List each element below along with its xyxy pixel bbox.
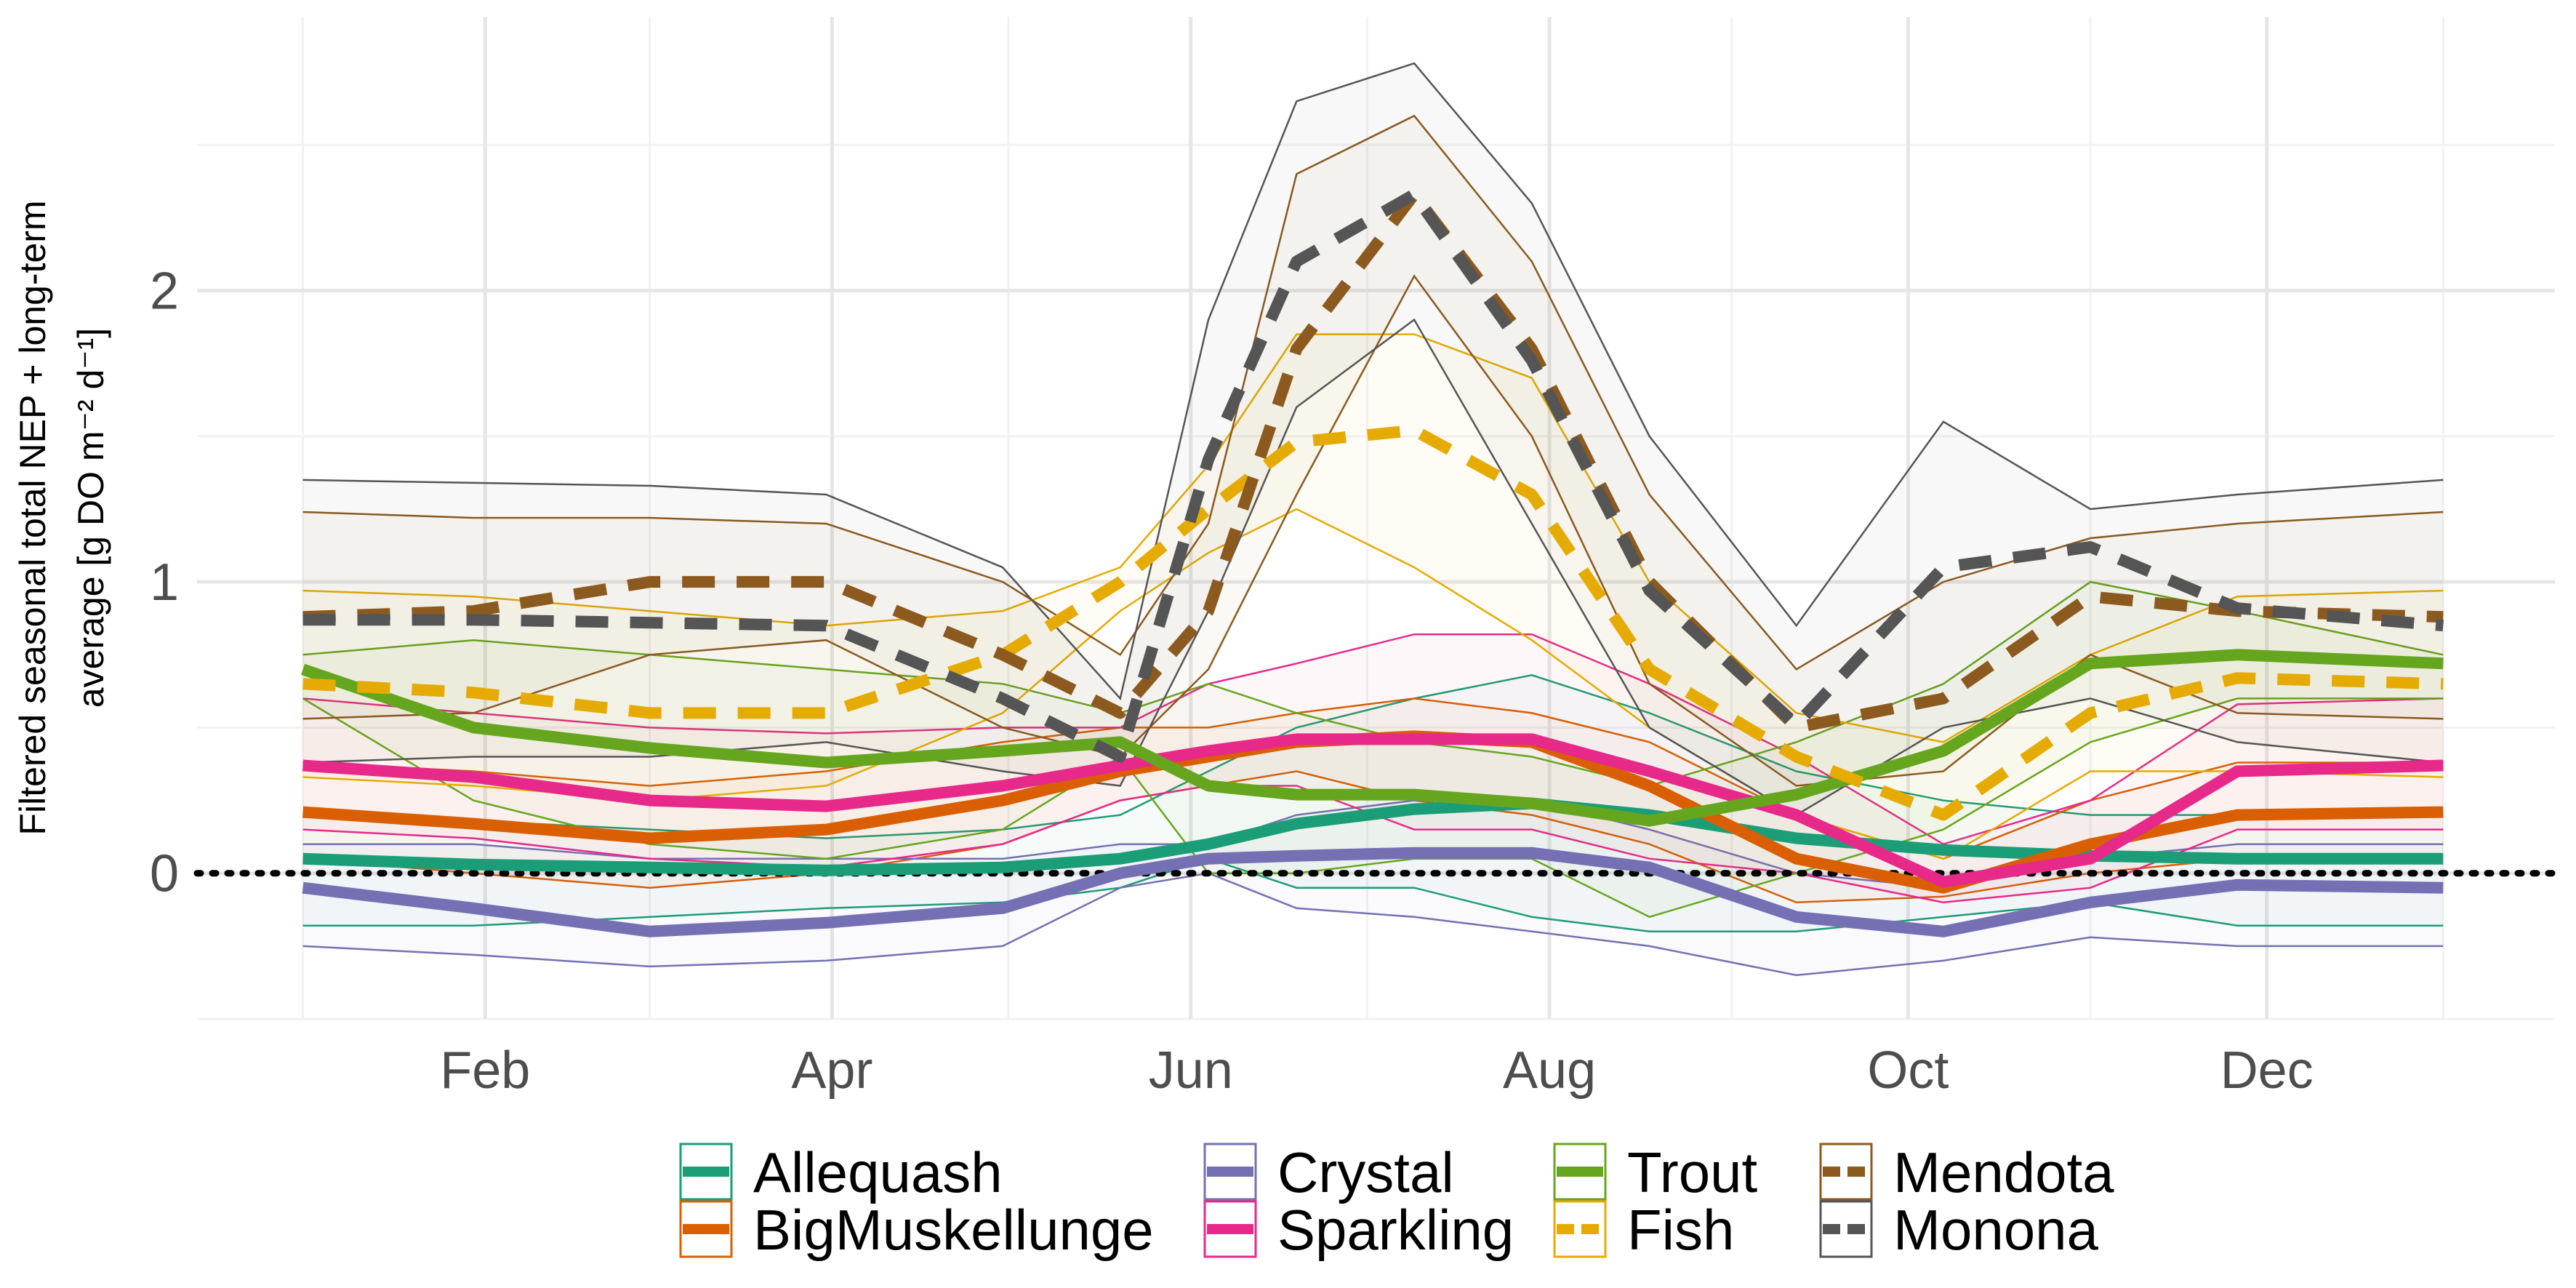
ribbon (302, 63, 2444, 815)
legend-label: Fish (1627, 1198, 1734, 1262)
ribbon-lower (302, 508, 2444, 860)
ribbon (302, 116, 2444, 786)
y-tick-label: 1 (150, 553, 179, 612)
ribbon-lower (302, 770, 2444, 904)
x-tick-label: Feb (440, 1041, 530, 1100)
x-tick-label: Jun (1149, 1041, 1233, 1100)
ribbon-lower (302, 697, 2444, 919)
legend-label: Mendota (1893, 1140, 2114, 1204)
ribbons (302, 62, 2444, 977)
lines (193, 188, 2559, 937)
series-line (302, 188, 2444, 763)
series-line (301, 649, 2444, 827)
ribbon-upper (302, 580, 2444, 787)
y-axis-title: Filtered seasonal total NEP + long-term (12, 200, 53, 835)
legend-label: Trout (1627, 1140, 1757, 1204)
y-tick-label: 0 (150, 845, 179, 903)
labels: Filtered seasonal total NEP + long-term … (12, 200, 2314, 1100)
series-line (302, 733, 2444, 888)
series-line (302, 847, 2444, 937)
ribbon-lower (302, 872, 2444, 977)
ribbon-upper (302, 697, 2444, 860)
y-axis-title: average [g DO m⁻² d⁻¹] (71, 328, 111, 708)
ribbon (302, 634, 2444, 903)
y-tick-label: 2 (150, 263, 179, 321)
legend-label: Sparkling (1277, 1198, 1514, 1262)
x-tick-label: Oct (1867, 1041, 1949, 1100)
x-tick-label: Apr (791, 1041, 872, 1100)
x-tick-label: Dec (2220, 1041, 2314, 1100)
legend-label: Allequash (753, 1140, 1003, 1204)
series-line (302, 188, 2444, 734)
legend-label: Monona (1893, 1198, 2098, 1262)
ribbon-lower (302, 857, 2444, 933)
x-tick-label: Aug (1503, 1041, 1596, 1100)
ribbon-upper (302, 62, 2444, 701)
ribbon (302, 334, 2444, 859)
series-line (302, 424, 2444, 821)
ribbon-upper (302, 333, 2444, 743)
series-line (302, 797, 2444, 876)
ribbon-upper (302, 633, 2444, 846)
legend-label: Crystal (1277, 1140, 1454, 1204)
legend-label: BigMuskellunge (753, 1198, 1154, 1262)
